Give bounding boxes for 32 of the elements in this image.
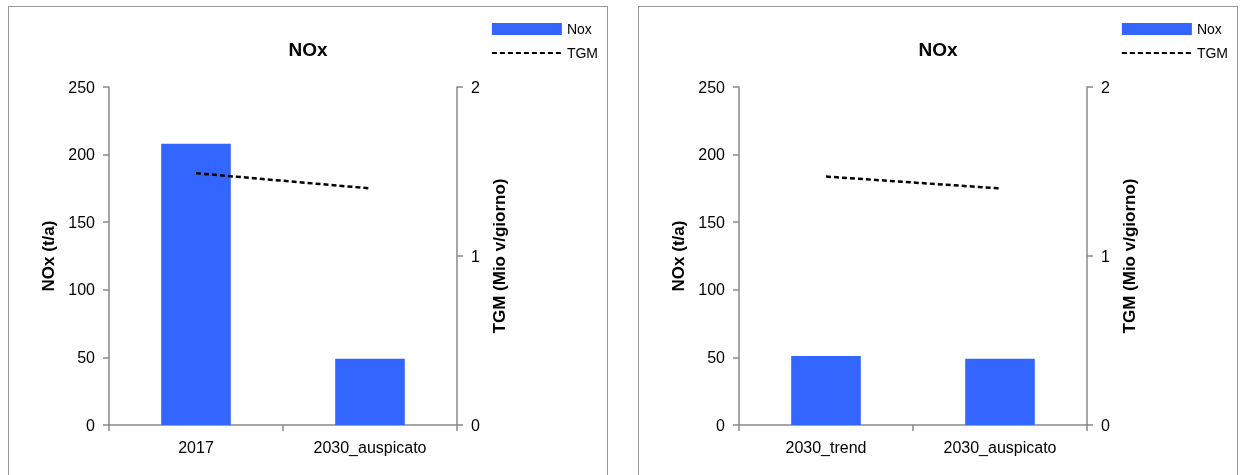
y-tick-label: 100 bbox=[68, 281, 96, 299]
y2-axis-title: TGM (Mio v/giorno) bbox=[490, 178, 509, 334]
y-tick-label: 150 bbox=[698, 213, 726, 231]
y-tick-label: 50 bbox=[707, 348, 726, 366]
y2-tick-label: 1 bbox=[1101, 247, 1110, 265]
y2-tick-label: 2 bbox=[1101, 78, 1110, 96]
x-tick-label: 2017 bbox=[178, 438, 214, 456]
y-axis-title: NOx (t/a) bbox=[39, 220, 59, 292]
chart-title: NOx bbox=[288, 39, 328, 60]
legend-label: TGM bbox=[566, 45, 599, 61]
y-tick-label: 250 bbox=[68, 78, 96, 96]
y-axis-title: NOx (t/a) bbox=[669, 220, 689, 292]
y2-tick-label: 0 bbox=[1101, 416, 1110, 434]
y2-tick-label: 2 bbox=[471, 78, 480, 96]
y-tick-label: 150 bbox=[68, 213, 96, 231]
x-tick-label: 2030_auspicato bbox=[943, 438, 1057, 457]
y2-axis-title: TGM (Mio v/giorno) bbox=[1120, 178, 1139, 334]
y-tick-label: 200 bbox=[698, 146, 726, 164]
y-tick-label: 250 bbox=[698, 78, 726, 96]
x-tick-label: 2030_auspicato bbox=[313, 438, 427, 457]
legend-label: TGM bbox=[1196, 45, 1229, 61]
legend-label: Nox bbox=[566, 21, 592, 37]
x-tick-label: 2030_trend bbox=[785, 438, 867, 457]
y-tick-label: 200 bbox=[68, 146, 96, 164]
y2-tick-label: 1 bbox=[471, 247, 480, 265]
y-tick-label: 0 bbox=[716, 416, 726, 434]
y2-tick-label: 0 bbox=[471, 416, 480, 434]
y-tick-label: 50 bbox=[77, 348, 96, 366]
chart-title: NOx bbox=[918, 39, 958, 60]
y-tick-label: 0 bbox=[86, 416, 96, 434]
y-tick-label: 100 bbox=[698, 281, 726, 299]
legend-label: Nox bbox=[1196, 21, 1222, 37]
